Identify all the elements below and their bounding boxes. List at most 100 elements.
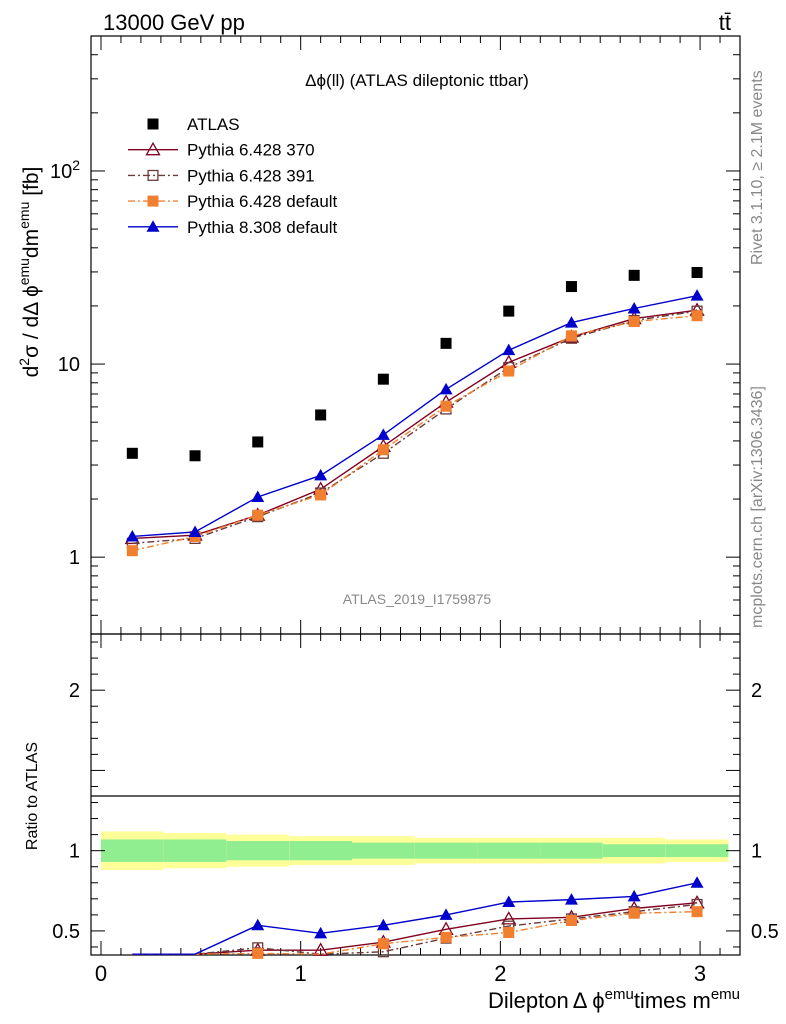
main-series-group — [124, 266, 705, 557]
series-line — [132, 315, 698, 552]
band-inner — [414, 842, 478, 859]
data-point — [440, 337, 452, 349]
ratio-y-tick-label: 1 — [69, 841, 80, 863]
analysis-watermark: ATLAS_2019_I1759875 — [343, 591, 492, 607]
data-point — [628, 316, 640, 328]
ratio-point — [565, 914, 577, 926]
data-point — [252, 509, 264, 521]
x-tick-label: 1 — [295, 961, 307, 986]
ratio-panel: 0.5 0.5 1 1 2 2 0 1 2 3 Ratio to ATLAS Dilepton Δ … — [24, 633, 779, 1013]
ratio-y-axis-label: Ratio to ATLAS — [24, 742, 41, 850]
data-point — [503, 365, 515, 377]
data-point — [627, 301, 641, 314]
ratio-point — [628, 907, 640, 919]
data-point — [315, 489, 327, 501]
ratio-frame — [90, 633, 741, 956]
data-point — [315, 409, 327, 421]
data-point — [252, 436, 264, 448]
ratio-point — [376, 918, 390, 931]
main-y-ticks — [91, 35, 740, 635]
legend-entry-3: Pythia 6.428 default — [128, 192, 338, 211]
data-point — [377, 373, 389, 385]
energy-label: 13000 GeV pp — [103, 10, 245, 35]
y-tick-label-10: 10 — [58, 354, 80, 376]
data-point — [376, 428, 390, 440]
ratio-point — [691, 906, 703, 918]
y-tick-label-100: 102 — [50, 157, 80, 183]
legend-label: ATLAS — [187, 115, 240, 134]
ratio-point — [501, 911, 517, 925]
series-1 — [124, 302, 705, 545]
legend-marker — [146, 220, 160, 232]
ratio-y-tick-label-right: 0.5 — [751, 921, 779, 943]
ratio-y-tick-label: 2 — [69, 680, 80, 702]
data-point — [377, 444, 389, 456]
data-point — [628, 269, 640, 281]
data-point — [691, 310, 703, 322]
ratio-series-0 — [132, 895, 705, 956]
series-3 — [126, 310, 703, 557]
band-inner — [289, 841, 352, 861]
band-inner — [602, 844, 666, 858]
main-y-axis-label: d2σ / dΔ ϕemudmemu [fb] — [16, 167, 43, 378]
legend-label: Pythia 6.428 391 — [187, 166, 315, 185]
ratio-series-3 — [132, 876, 704, 955]
ratio-y-tick-label: 0.5 — [52, 921, 80, 943]
uncertainty-band — [100, 831, 729, 870]
legend-marker — [147, 169, 159, 181]
ratio-point — [627, 889, 641, 902]
series-line — [132, 310, 698, 544]
x-tick-label: 0 — [95, 961, 107, 986]
ratio-tick-labels: 0.5 0.5 1 1 2 2 0 1 2 3 — [52, 680, 779, 986]
x-tick-label: 3 — [694, 961, 706, 986]
ratio-point — [252, 947, 264, 959]
main-panel: Δϕ(ll) (ATLAS dileptonic ttbar) ATLAS_20… — [16, 35, 741, 635]
ratio-y-tick-label-right: 1 — [751, 841, 762, 863]
rivet-label: Rivet 3.1.10, ≥ 2.1M events — [749, 70, 766, 265]
data-point — [439, 382, 453, 395]
legend-label: Pythia 6.428 default — [187, 192, 338, 211]
band-inner — [351, 842, 415, 859]
ratio-series-group — [132, 876, 705, 959]
ratio-y-ticks — [91, 641, 740, 948]
data-point — [440, 400, 452, 412]
band-inner — [100, 839, 164, 862]
data-point — [125, 529, 139, 542]
ratio-line — [132, 910, 698, 955]
series-2 — [126, 305, 703, 549]
ratio-point — [503, 927, 515, 939]
ratio-point — [690, 876, 704, 888]
data-point — [690, 289, 704, 301]
process-label: tt̄ — [719, 10, 731, 35]
ratio-point — [440, 931, 452, 943]
legend: ATLAS Pythia 6.428 370 Pythia 6.428 391 Pyt… — [128, 115, 338, 237]
ratio-series-2 — [132, 906, 703, 959]
series-4 — [125, 289, 704, 542]
band-inner — [477, 842, 541, 859]
legend-entry-0: ATLAS — [147, 115, 240, 134]
data-point — [126, 447, 138, 459]
data-point — [691, 266, 703, 278]
main-x-ticks — [100, 36, 721, 634]
x-axis-label: Dilepton Δ ϕemutimes memu — [488, 986, 740, 1013]
ratio-line — [132, 902, 698, 955]
band-inner — [540, 842, 603, 859]
ratio-point — [439, 908, 453, 920]
band-inner — [665, 844, 729, 858]
main-y-tick-labels: 1 10 102 — [50, 157, 80, 569]
ratio-point — [377, 938, 389, 950]
ratio-point — [564, 893, 578, 905]
data-point — [503, 305, 515, 317]
data-point — [251, 490, 265, 502]
ratio-x-ticks — [100, 634, 721, 955]
data-point — [502, 343, 516, 356]
legend-marker — [147, 118, 159, 130]
ratio-point — [314, 926, 328, 939]
band-inner — [226, 841, 290, 861]
legend-entry-4: Pythia 8.308 default — [128, 218, 338, 237]
band-inner — [163, 839, 227, 862]
data-point — [189, 450, 201, 462]
legend-entry-2: Pythia 6.428 391 — [128, 166, 315, 185]
data-point — [564, 316, 578, 328]
series-0 — [126, 266, 703, 462]
